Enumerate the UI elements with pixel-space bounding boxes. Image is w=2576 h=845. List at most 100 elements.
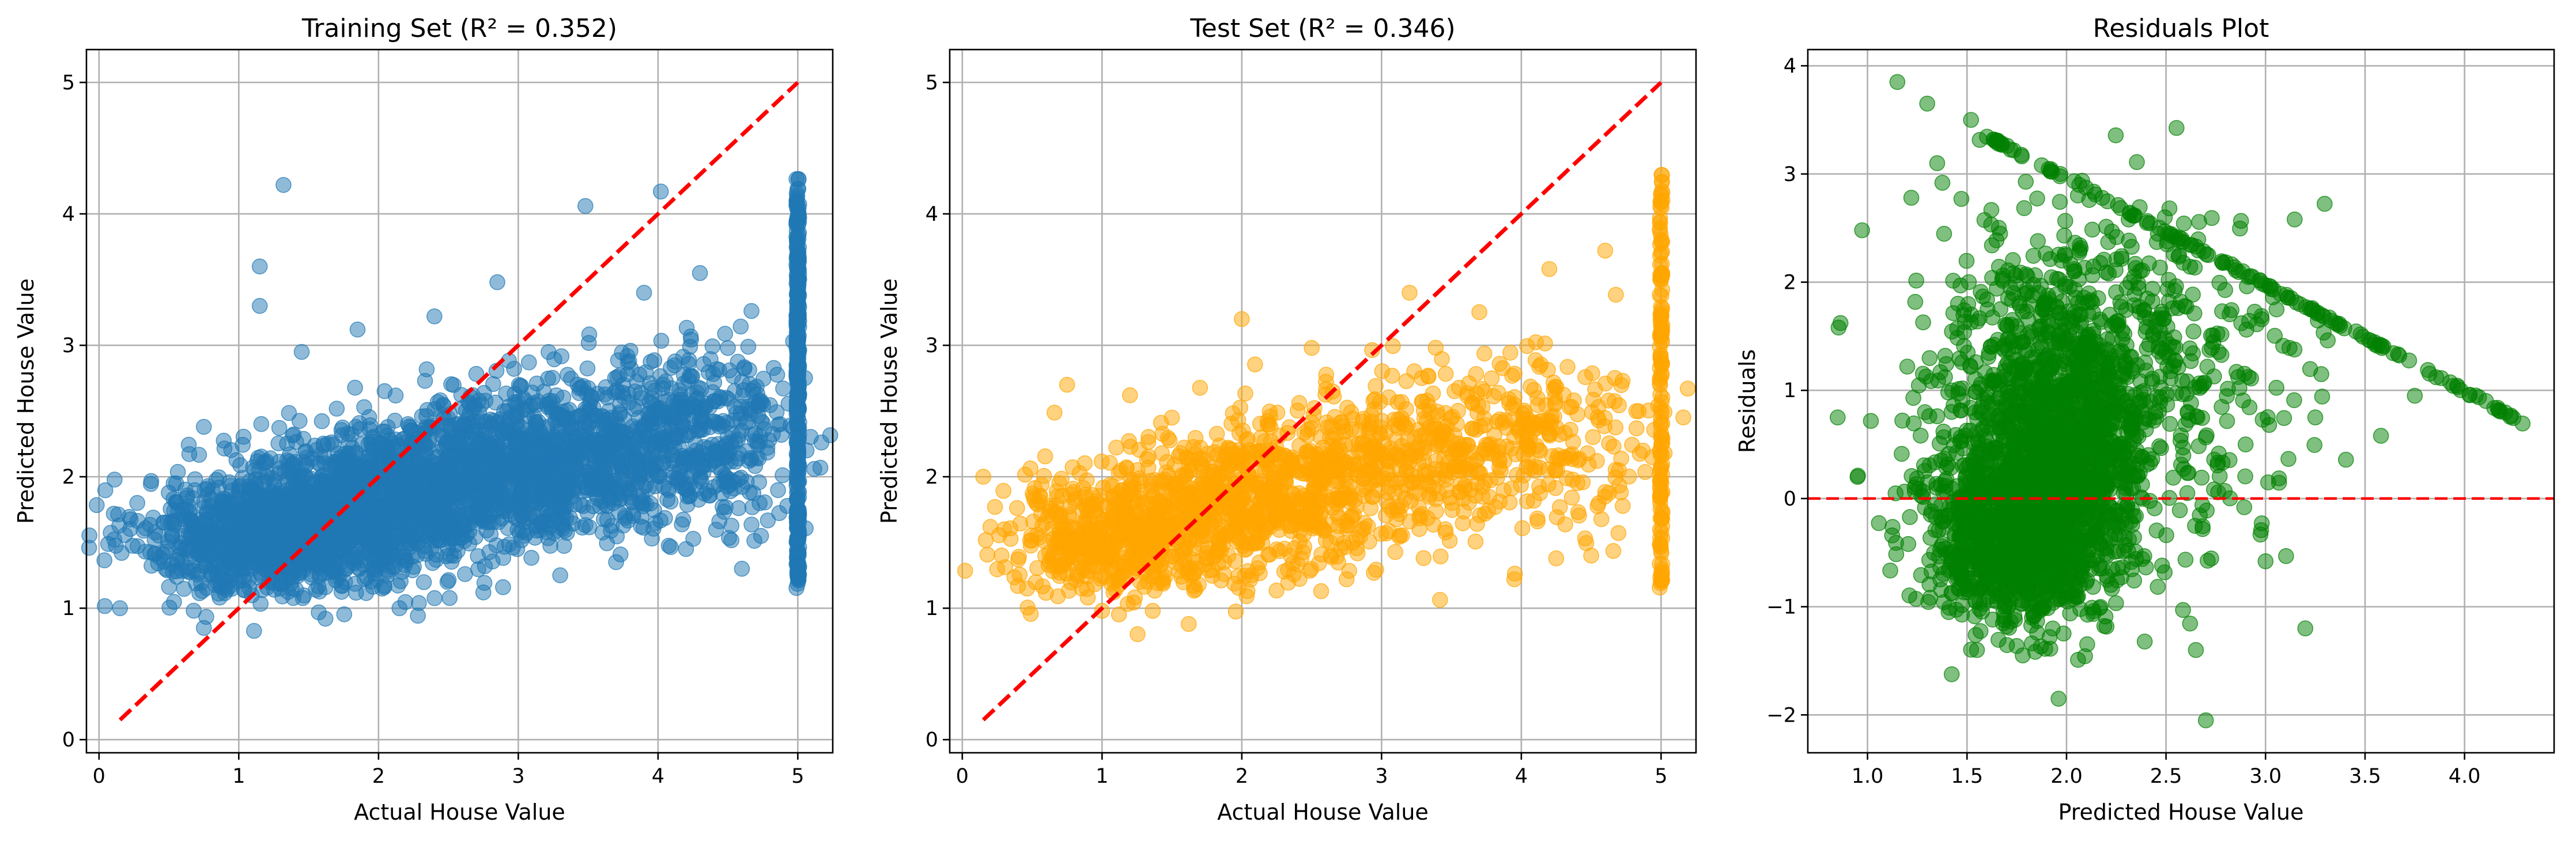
scatter-point [251, 297, 268, 314]
scatter-point [740, 338, 757, 355]
scatter-point [812, 459, 829, 476]
scatter-point [441, 590, 458, 606]
scatter-point [529, 466, 545, 482]
scatter-point [426, 590, 443, 606]
scatter-point [977, 532, 994, 548]
scatter-point [328, 572, 344, 589]
scatter-point [1077, 455, 1093, 471]
scatter-point [566, 480, 582, 497]
scatter-point [581, 471, 598, 488]
scatter-point [1276, 541, 1293, 557]
scatter-point [652, 368, 668, 384]
scatter-point [612, 491, 629, 507]
scatter-point [1176, 473, 1192, 489]
scatter-point [520, 354, 537, 371]
scatter-point [583, 392, 599, 409]
scatter-point [644, 530, 660, 547]
scatter-point [251, 258, 268, 275]
scatter-point [235, 428, 252, 445]
scatter-point [788, 428, 805, 445]
scatter-point [791, 271, 807, 288]
scatter-point [1230, 516, 1247, 533]
scatter-point [229, 492, 245, 509]
scatter-point [581, 519, 598, 535]
scatter-point [197, 557, 214, 574]
scatter-point [1026, 492, 1043, 508]
scatter-point [1192, 379, 1208, 396]
scatter-point [376, 383, 393, 399]
scatter-point [634, 418, 651, 435]
scatter-point [523, 549, 539, 566]
scatter-point [336, 606, 353, 623]
scatter-point [765, 426, 781, 442]
scatter-point [724, 439, 740, 456]
scatter-point [186, 602, 202, 619]
training-chart-title: Training Set (R² = 0.352) [301, 14, 617, 43]
scatter-point [1047, 405, 1063, 421]
scatter-point [442, 417, 458, 434]
scatter-point [183, 512, 199, 528]
scatter-point [1166, 457, 1183, 473]
scatter-point [232, 457, 248, 473]
scatter-point [1053, 558, 1069, 575]
scatter-point [789, 293, 806, 310]
scatter-point [1095, 480, 1112, 496]
scatter-point [117, 527, 133, 544]
scatter-point [495, 579, 511, 595]
scatter-point [557, 409, 573, 425]
scatter-point [957, 563, 973, 579]
scatter-point [315, 437, 332, 454]
scatter-point [366, 565, 383, 582]
scatter-point [394, 564, 410, 580]
scatter-point [328, 401, 345, 417]
scatter-point [293, 344, 310, 360]
scatter-point [380, 561, 396, 578]
scatter-point [652, 512, 668, 529]
scatter-point [211, 469, 227, 486]
x-tick-label: 5 [791, 765, 804, 788]
scatter-point [129, 538, 146, 554]
scatter-point [652, 183, 669, 200]
scatter-point [1153, 414, 1169, 431]
scatter-point [987, 499, 1003, 515]
scatter-point [348, 446, 365, 462]
y-tick-label: 2 [62, 466, 75, 489]
scatter-point [730, 500, 747, 516]
scatter-point [512, 486, 528, 502]
scatter-point [272, 580, 289, 597]
scatter-point [1091, 496, 1108, 512]
scatter-point [1254, 525, 1271, 541]
scatter-point [299, 450, 315, 466]
scatter-point [456, 518, 473, 535]
scatter-point [720, 339, 736, 356]
scatter-point [369, 549, 385, 565]
scatter-point [163, 515, 179, 531]
scatter-point [181, 446, 198, 462]
scatter-point [1180, 499, 1197, 515]
scatter-point [789, 308, 805, 325]
scatter-point [575, 498, 591, 514]
scatter-point [1146, 582, 1163, 599]
scatter-point [349, 321, 366, 338]
scatter-point [626, 401, 642, 417]
scatter-point [617, 474, 633, 491]
scatter-point [636, 447, 652, 463]
scatter-point [1210, 532, 1227, 549]
scatter-point [434, 476, 451, 492]
scatter-point [1037, 448, 1053, 465]
x-tick-label: 0 [93, 765, 105, 788]
scatter-point [556, 538, 572, 554]
scatter-point [327, 454, 343, 471]
scatter-point [640, 405, 656, 422]
scatter-point [674, 516, 690, 533]
scatter-point [254, 538, 270, 554]
scatter-point [439, 574, 456, 590]
scatter-point [362, 433, 379, 450]
scatter-point [1075, 502, 1091, 519]
scatter-point [514, 523, 531, 539]
scatter-point [436, 500, 452, 517]
scatter-point [743, 516, 760, 533]
scatter-point [791, 473, 807, 490]
scatter-point [1313, 583, 1329, 599]
scatter-point [315, 539, 331, 556]
